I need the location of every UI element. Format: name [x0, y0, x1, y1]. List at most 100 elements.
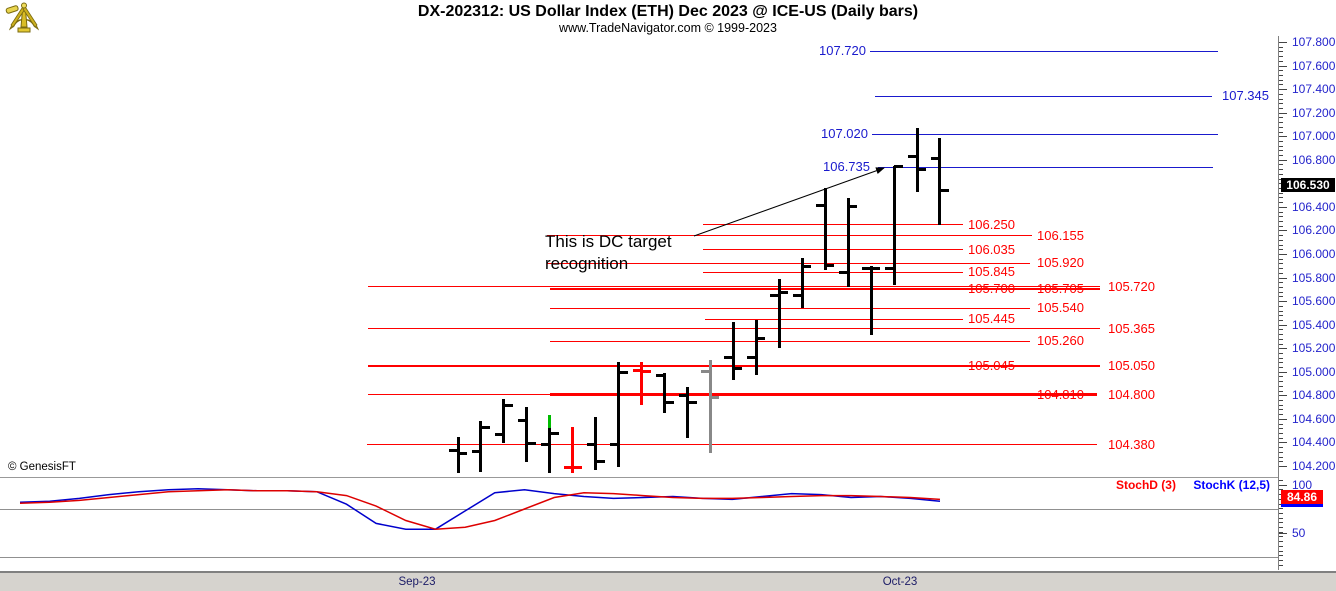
- axis-minor-tick: [1279, 334, 1283, 336]
- price-level-line-blue[interactable]: [870, 51, 1218, 53]
- price-level-label-red[interactable]: 105.720: [1108, 278, 1155, 294]
- ohlc-bar-close-tick: [871, 267, 881, 271]
- price-level-label-blue[interactable]: 107.020: [821, 125, 868, 141]
- ohlc-bar-stem: [525, 407, 529, 462]
- axis-minor-tick: [1279, 117, 1283, 119]
- axis-minor-tick: [1279, 451, 1283, 453]
- axis-minor-tick: [1279, 456, 1283, 458]
- price-level-label-red[interactable]: 105.045: [968, 357, 1015, 373]
- axis-minor-tick: [1279, 343, 1283, 345]
- axis-minor-tick: [1279, 103, 1283, 105]
- axis-minor-tick: [1279, 239, 1283, 241]
- price-level-line-red[interactable]: [705, 318, 963, 320]
- price-axis-label: 105.200: [1292, 341, 1336, 356]
- price-level-label-red[interactable]: 106.035: [968, 241, 1015, 257]
- axis-minor-tick: [1279, 437, 1283, 439]
- price-level-label-red[interactable]: 106.155: [1037, 227, 1084, 243]
- price-axis-label: 105.800: [1292, 270, 1336, 285]
- axis-minor-tick: [1279, 329, 1283, 331]
- axis-minor-tick: [1279, 545, 1283, 547]
- price-level-line-red[interactable]: [368, 394, 552, 396]
- axis-minor-tick: [1279, 357, 1283, 359]
- price-level-line-red[interactable]: [703, 249, 963, 251]
- price-axis-label: 105.400: [1292, 317, 1336, 332]
- price-level-line-red[interactable]: [367, 444, 1097, 446]
- annotation-arrow[interactable]: [693, 167, 885, 237]
- price-level-label-red[interactable]: 105.050: [1108, 357, 1155, 373]
- price-axis-label: 106.000: [1292, 247, 1336, 261]
- price-level-line-blue[interactable]: [875, 95, 1212, 97]
- axis-minor-tick: [1279, 480, 1283, 481]
- axis-minor-tick: [1279, 305, 1283, 307]
- price-level-label-red[interactable]: 104.380: [1108, 436, 1155, 452]
- axis-minor-tick: [1279, 192, 1283, 194]
- price-level-label-red[interactable]: 104.810: [1037, 386, 1084, 402]
- ohlc-bar-open-tick: [517, 419, 527, 423]
- axis-major-tick: [1279, 159, 1287, 161]
- axis-minor-tick: [1279, 216, 1283, 218]
- axis-major-tick: [1279, 112, 1287, 114]
- axis-minor-tick: [1279, 536, 1283, 538]
- axis-minor-tick: [1279, 56, 1283, 58]
- chart-annotation-text[interactable]: This is DC target recognition: [545, 231, 672, 275]
- ohlc-bar-close-tick: [549, 431, 559, 435]
- price-level-label-red[interactable]: 105.260: [1037, 333, 1084, 349]
- ohlc-bar-close-tick: [779, 291, 789, 295]
- axis-minor-tick: [1279, 122, 1283, 124]
- ohlc-bar-stem: [915, 127, 919, 193]
- stoch-gridline: [0, 509, 1278, 510]
- ohlc-bar-close-tick: [939, 189, 949, 193]
- price-axis-label: 107.000: [1292, 129, 1336, 144]
- price-level-line-blue[interactable]: [878, 167, 1213, 169]
- axis-minor-tick: [1279, 404, 1283, 406]
- ohlc-bar-stem: [754, 319, 758, 375]
- stoch-value-badge: 84.86: [1281, 490, 1323, 504]
- price-level-line-red[interactable]: [550, 287, 1100, 290]
- price-level-line-blue[interactable]: [872, 133, 1218, 135]
- ohlc-bar-stem: [823, 188, 827, 270]
- price-level-label-blue[interactable]: 107.345: [1222, 87, 1269, 103]
- ohlc-bar-open-tick: [747, 356, 757, 360]
- axis-minor-tick: [1279, 296, 1283, 298]
- ohlc-bar-stem: [731, 321, 735, 381]
- ohlc-bar-open-tick: [655, 374, 665, 378]
- price-level-label-red[interactable]: 105.920: [1037, 255, 1084, 271]
- ohlc-bar-stem: [938, 137, 942, 226]
- price-level-line-red[interactable]: [550, 393, 1097, 397]
- ohlc-bar-stem: [777, 278, 781, 349]
- annotation-line-1: This is DC target: [545, 232, 672, 251]
- price-axis-label: 107.600: [1292, 58, 1336, 73]
- axis-minor-tick: [1279, 145, 1283, 147]
- ohlc-bar-open-tick: [885, 267, 895, 271]
- price-level-line-red[interactable]: [547, 262, 1030, 264]
- price-level-label-blue[interactable]: 107.720: [819, 43, 866, 59]
- price-level-label-red[interactable]: 105.845: [968, 264, 1015, 280]
- price-level-label-blue[interactable]: 106.735: [823, 159, 870, 175]
- price-level-line-red[interactable]: [703, 271, 963, 273]
- price-axis-label: 106.400: [1292, 199, 1336, 214]
- price-level-line-red[interactable]: [550, 307, 1030, 309]
- axis-minor-tick: [1279, 131, 1283, 133]
- price-axis-label: 107.400: [1292, 82, 1336, 97]
- axis-minor-tick: [1279, 414, 1283, 416]
- price-level-label-red[interactable]: 105.540: [1037, 300, 1084, 316]
- axis-minor-tick: [1279, 60, 1283, 62]
- axis-minor-tick: [1279, 400, 1283, 402]
- price-level-label-red[interactable]: 105.705: [1037, 280, 1084, 296]
- price-level-label-red[interactable]: 104.800: [1108, 386, 1155, 402]
- price-level-line-red[interactable]: [550, 340, 1030, 342]
- price-level-label-red[interactable]: 106.250: [968, 216, 1015, 232]
- stochk-legend-label[interactable]: StochK (12,5): [1193, 478, 1270, 492]
- price-level-label-red[interactable]: 105.365: [1108, 320, 1155, 336]
- ohlc-bar-stem: [708, 360, 712, 454]
- ohlc-bar-close-tick: [917, 168, 927, 172]
- ohlc-bar-stem: [686, 387, 690, 438]
- price-level-label-red[interactable]: 105.700: [968, 280, 1015, 296]
- price-level-label-red[interactable]: 105.445: [968, 311, 1015, 327]
- stochd-legend-label[interactable]: StochD (3): [1115, 478, 1176, 492]
- axis-minor-tick: [1279, 258, 1283, 260]
- axis-minor-tick: [1279, 512, 1283, 514]
- price-level-line-red[interactable]: [703, 224, 963, 226]
- price-level-line-red[interactable]: [368, 286, 1100, 288]
- ohlc-bar-close-tick: [848, 205, 858, 209]
